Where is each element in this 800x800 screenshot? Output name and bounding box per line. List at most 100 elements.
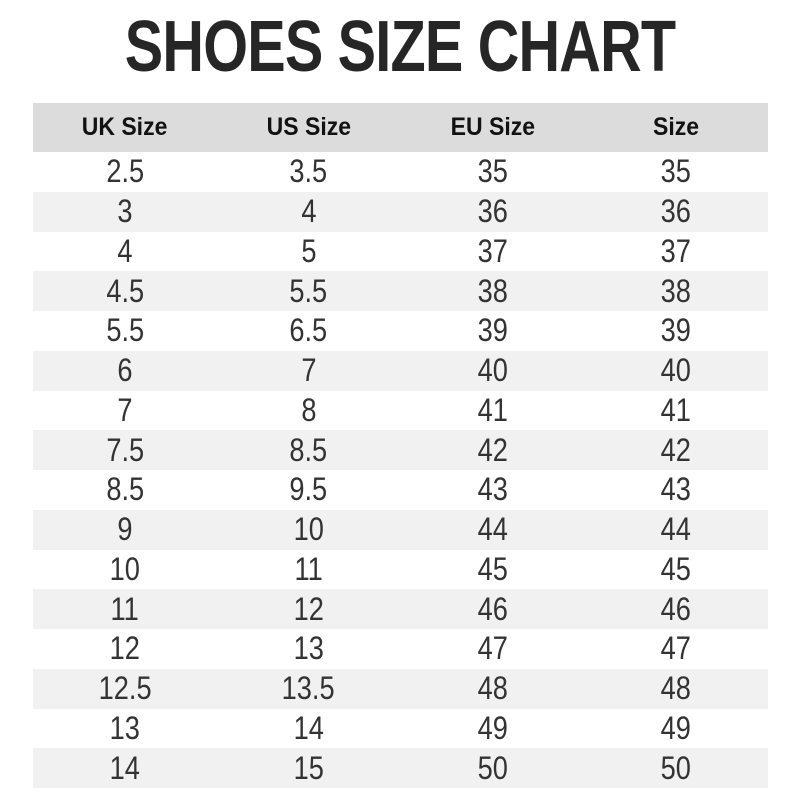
cell-value: 4 xyxy=(301,193,317,230)
table-cell: 48 xyxy=(401,670,585,707)
cell-value: 12 xyxy=(109,630,141,667)
cell-value: 50 xyxy=(660,749,692,786)
cell-value: 5.5 xyxy=(105,312,144,349)
table-cell: 43 xyxy=(401,471,585,508)
table-row: 7 8 41 41 xyxy=(33,390,768,431)
cell-value: 3 xyxy=(117,193,133,230)
cell-value: 44 xyxy=(477,511,508,548)
table-row: 12.5 13.5 48 48 xyxy=(33,668,768,709)
table-cell: 7 xyxy=(33,392,217,429)
cell-value: 6 xyxy=(117,352,133,389)
table-cell: 37 xyxy=(584,233,768,270)
table-cell: 41 xyxy=(401,392,585,429)
cell-value: 12 xyxy=(293,590,324,627)
cell-value: 37 xyxy=(477,232,508,269)
size-chart-table: UK Size US Size EU Size Size 2.5 3.5 35 35 3 4 36… xyxy=(33,103,768,788)
cell-value: 35 xyxy=(660,153,692,190)
cell-value: 5.5 xyxy=(289,272,328,309)
table-cell: 38 xyxy=(401,273,585,310)
table-cell: 10 xyxy=(33,551,217,588)
table-cell: 13 xyxy=(217,630,401,667)
table-cell: 13.5 xyxy=(217,670,401,707)
table-body: 2.5 3.5 35 35 3 4 36 36 4 5 37 37 4.5 5.5 38 38 5.5 6.5 39… xyxy=(33,152,768,788)
cell-value: 45 xyxy=(660,550,692,587)
table-cell: 3 xyxy=(33,193,217,230)
column-header: UK Size xyxy=(33,113,217,142)
table-cell: 42 xyxy=(584,432,768,469)
cell-value: 36 xyxy=(477,193,508,230)
table-row: 2.5 3.5 35 35 xyxy=(33,152,768,192)
table-cell: 7 xyxy=(217,352,401,389)
cell-value: 50 xyxy=(477,749,508,786)
table-cell: 12 xyxy=(33,630,217,667)
table-row: 10 11 45 45 xyxy=(33,549,768,590)
table-cell: 14 xyxy=(33,750,217,787)
cell-value: 49 xyxy=(660,709,692,746)
table-cell: 49 xyxy=(584,710,768,747)
table-cell: 42 xyxy=(401,432,585,469)
cell-value: 47 xyxy=(477,630,508,667)
table-cell: 38 xyxy=(584,273,768,310)
table-row: 7.5 8.5 42 42 xyxy=(33,430,768,470)
table-cell: 47 xyxy=(401,630,585,667)
table-row: 9 10 44 44 xyxy=(33,509,768,550)
page-title-text: SHOES SIZE CHART xyxy=(124,7,676,87)
cell-value: 13 xyxy=(293,630,324,667)
cell-value: 8.5 xyxy=(289,431,328,468)
column-header: US Size xyxy=(217,113,401,142)
cell-value: 46 xyxy=(660,590,692,627)
cell-value: 45 xyxy=(477,550,508,587)
table-row: 4 5 37 37 xyxy=(33,231,768,272)
table-cell: 40 xyxy=(401,352,585,389)
column-header: EU Size xyxy=(401,113,585,142)
table-cell: 36 xyxy=(401,193,585,230)
table-cell: 46 xyxy=(584,591,768,628)
table-cell: 8.5 xyxy=(33,471,217,508)
cell-value: 10 xyxy=(109,550,141,587)
table-cell: 5.5 xyxy=(33,312,217,349)
table-cell: 13 xyxy=(33,710,217,747)
table-cell: 36 xyxy=(584,193,768,230)
cell-value: 44 xyxy=(660,511,692,548)
cell-value: 10 xyxy=(293,511,324,548)
table-row: 5.5 6.5 39 39 xyxy=(33,311,768,351)
cell-value: 14 xyxy=(293,709,324,746)
table-cell: 50 xyxy=(584,750,768,787)
cell-value: 46 xyxy=(477,590,508,627)
cell-value: 9.5 xyxy=(289,471,328,508)
cell-value: 37 xyxy=(660,232,692,269)
cell-value: 41 xyxy=(660,391,692,428)
cell-value: 38 xyxy=(660,272,692,309)
table-cell: 9.5 xyxy=(217,471,401,508)
cell-value: 7.5 xyxy=(105,431,144,468)
column-header: Size xyxy=(584,113,768,142)
table-cell: 45 xyxy=(584,551,768,588)
table-row: 11 12 46 46 xyxy=(33,589,768,629)
table-cell: 11 xyxy=(217,551,401,588)
table-cell: 43 xyxy=(584,471,768,508)
cell-value: 48 xyxy=(660,670,692,707)
cell-value: 41 xyxy=(477,391,508,428)
column-header-label: UK Size xyxy=(82,113,168,141)
table-cell: 47 xyxy=(584,630,768,667)
table-row: 4.5 5.5 38 38 xyxy=(33,271,768,311)
cell-value: 39 xyxy=(660,312,692,349)
table-cell: 44 xyxy=(401,511,585,548)
cell-value: 2.5 xyxy=(105,153,144,190)
cell-value: 13.5 xyxy=(282,670,336,707)
cell-value: 9 xyxy=(117,511,133,548)
cell-value: 39 xyxy=(477,312,508,349)
cell-value: 36 xyxy=(660,193,692,230)
table-cell: 40 xyxy=(584,352,768,389)
table-cell: 8.5 xyxy=(217,432,401,469)
cell-value: 8.5 xyxy=(105,471,144,508)
cell-value: 42 xyxy=(477,431,508,468)
table-row: 6 7 40 40 xyxy=(33,350,768,391)
cell-value: 43 xyxy=(477,471,508,508)
table-cell: 2.5 xyxy=(33,153,217,190)
cell-value: 8 xyxy=(301,391,317,428)
table-header-row: UK Size US Size EU Size Size xyxy=(33,103,768,152)
table-cell: 7.5 xyxy=(33,432,217,469)
table-row: 12 13 47 47 xyxy=(33,629,768,669)
cell-value: 15 xyxy=(293,749,324,786)
